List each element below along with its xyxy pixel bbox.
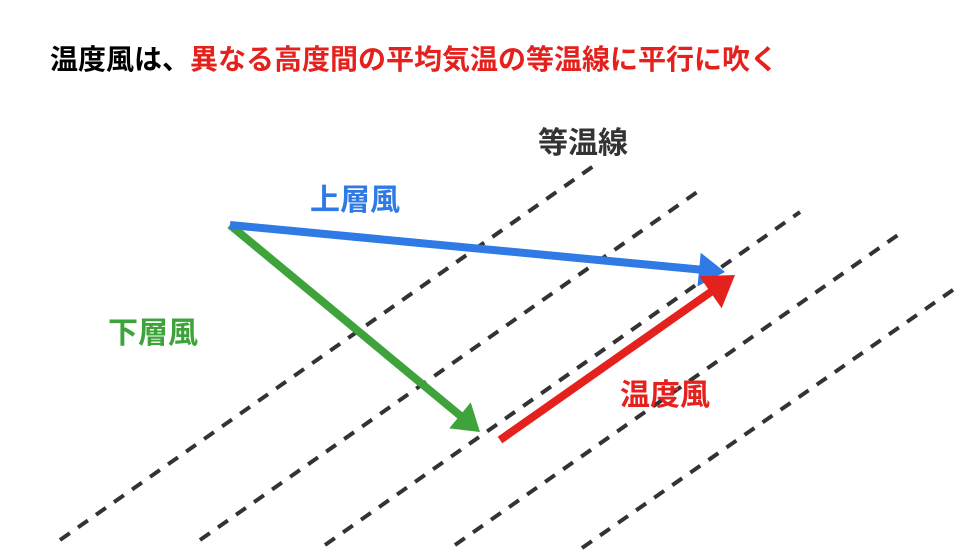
thermal-wind-label: 温度風 <box>620 370 710 414</box>
lower-wind-label: 下層風 <box>108 308 198 352</box>
isotherm-lines <box>60 165 960 548</box>
thermal-wind-diagram <box>0 0 969 550</box>
upper-wind-label: 上層風 <box>310 175 400 219</box>
isotherm-label: 等温線 <box>538 118 628 162</box>
